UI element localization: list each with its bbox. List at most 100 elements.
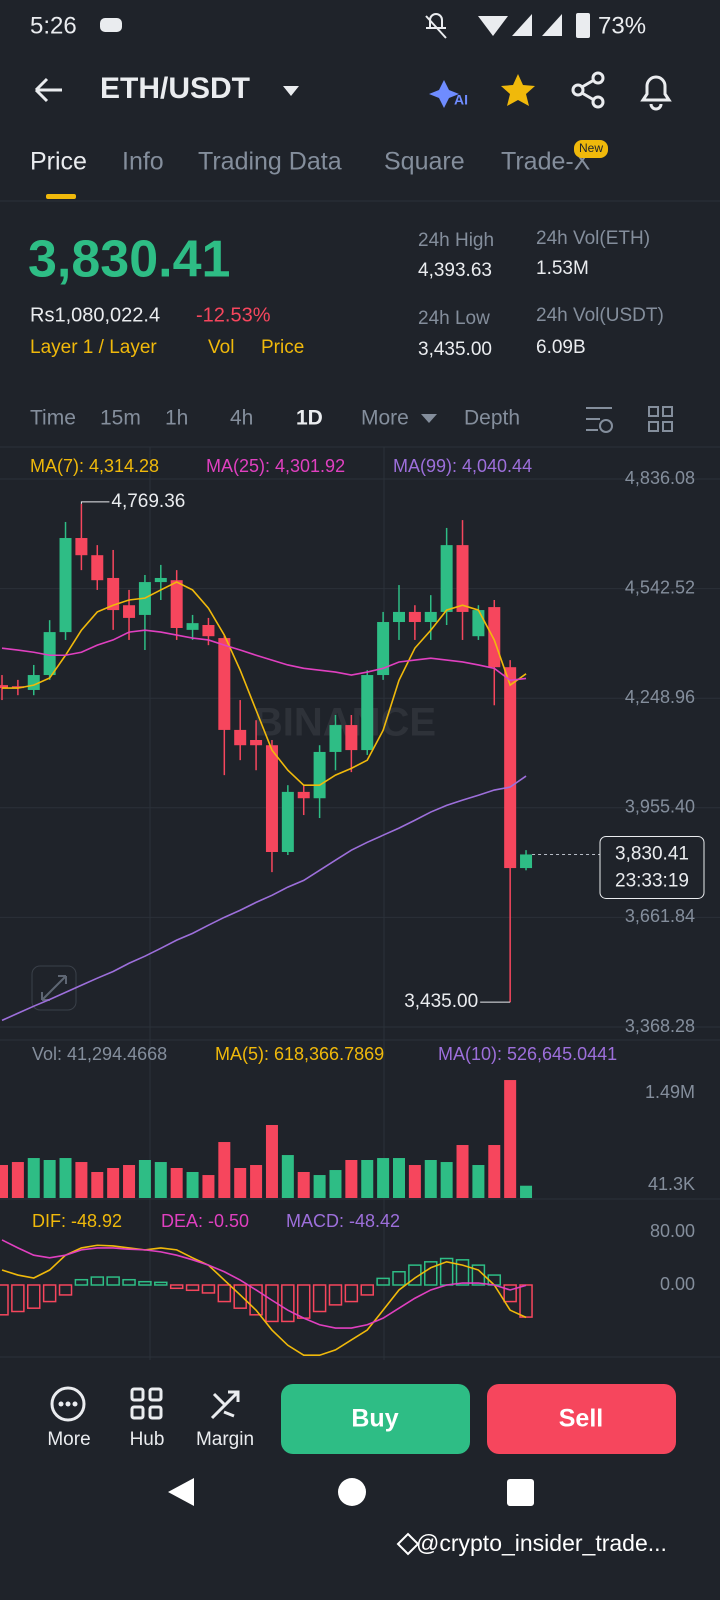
pair-title[interactable]: ETH/USDT [100, 72, 250, 105]
legend-entry: MACD: -48.42 [286, 1211, 400, 1231]
volume-bar [43, 1159, 56, 1198]
buy-label[interactable]: Buy [351, 1405, 398, 1433]
more-dropdown[interactable] [421, 414, 437, 423]
action-label[interactable]: Hub [130, 1429, 165, 1450]
macd-bar [217, 1284, 232, 1303]
tag[interactable]: Vol [208, 337, 234, 358]
macd-bar [424, 1261, 438, 1286]
hub-icon[interactable] [130, 1387, 163, 1420]
candle-body [250, 740, 263, 746]
expand-icon [41, 975, 67, 1001]
nav-recents[interactable] [507, 1479, 534, 1506]
y-tick-label: 3,368.28 [625, 1016, 695, 1036]
ai-icon[interactable] [429, 80, 459, 108]
macd-bar [27, 1284, 41, 1309]
macd-bar [154, 1281, 168, 1286]
volume-bar [250, 1165, 263, 1198]
candle-body [218, 638, 231, 730]
volume-bar [0, 1165, 8, 1198]
interval[interactable]: Time [30, 407, 76, 430]
new-badge-text: New [579, 141, 603, 155]
interval-active[interactable]: 1D [296, 407, 323, 430]
more-icon[interactable] [50, 1386, 86, 1422]
y-tick-label: 3,661.84 [625, 906, 695, 926]
volume-bar [27, 1158, 40, 1198]
sell-button[interactable] [487, 1384, 676, 1454]
nav-home[interactable] [338, 1478, 366, 1506]
interval[interactable]: More [361, 407, 409, 430]
ma-line [1, 629, 527, 682]
stat-value: 6.09B [536, 337, 586, 358]
candle-body [43, 632, 56, 676]
candle-body [329, 725, 342, 752]
interval[interactable]: 15m [100, 407, 141, 430]
candle-body [377, 622, 390, 676]
legend-entry: MA(99): 4,040.44 [393, 456, 532, 476]
tab[interactable]: Info [122, 148, 164, 176]
candle-body [361, 675, 374, 751]
y-tick-label: 80.00 [650, 1221, 695, 1241]
candle-body [472, 610, 485, 637]
volume-bar [313, 1175, 326, 1198]
macd-bar [138, 1280, 152, 1286]
candle-body [0, 685, 8, 689]
interval[interactable]: Depth [464, 407, 520, 430]
y-tick-label: 4,542.52 [625, 577, 695, 597]
y-tick-label: 4,248.96 [625, 687, 695, 707]
volume-bar [265, 1125, 278, 1198]
tag[interactable]: Layer 1 / Layer [30, 337, 157, 358]
tag[interactable]: Price [261, 337, 304, 358]
interval[interactable]: 4h [230, 407, 253, 430]
y-tick-label: 0.00 [660, 1274, 695, 1294]
interval[interactable]: 1h [165, 407, 188, 430]
volume-bar [393, 1158, 405, 1198]
game-icon [100, 18, 122, 32]
tab[interactable]: Square [384, 148, 465, 176]
candle-body [154, 577, 167, 583]
macd-bar [185, 1284, 200, 1292]
candle-body [91, 555, 104, 581]
layout-button[interactable] [648, 406, 673, 432]
share-button[interactable] [571, 71, 605, 109]
volume-bar [361, 1159, 374, 1198]
volume-bar [186, 1172, 199, 1198]
signal-icon [512, 14, 562, 36]
y-tick-label: 1.49M [645, 1082, 695, 1102]
macd-bar [58, 1284, 73, 1296]
macd-bar [201, 1284, 216, 1294]
legend-entry: MA(10): 526,645.0441 [438, 1044, 617, 1064]
volume-bar [297, 1172, 310, 1198]
margin-icon[interactable] [210, 1390, 240, 1420]
buy-button[interactable] [281, 1384, 470, 1454]
stat-label: 24h Low [418, 308, 490, 329]
candle-body [297, 791, 310, 799]
tab[interactable]: Trading Data [198, 148, 342, 176]
action-label[interactable]: Margin [196, 1429, 254, 1450]
pair-dropdown[interactable] [283, 86, 299, 96]
macd-bar [249, 1284, 263, 1316]
back-button[interactable] [34, 77, 62, 103]
legend-entry: DIF: -48.92 [32, 1211, 122, 1231]
tab[interactable]: Price [30, 148, 87, 176]
candle-body [281, 791, 294, 853]
sell-label[interactable]: Sell [559, 1405, 603, 1433]
volume-bar [488, 1145, 501, 1198]
volume-bar [11, 1162, 24, 1198]
macd-bar [328, 1284, 343, 1306]
legend-entry: DEA: -0.50 [161, 1211, 249, 1231]
volume-bar [440, 1162, 453, 1198]
volume-bar [377, 1158, 390, 1198]
volume-bar [424, 1159, 437, 1198]
volume-bar [170, 1167, 183, 1198]
candle-body [186, 623, 199, 630]
alert-button[interactable] [640, 75, 672, 111]
legend-entry: MA(25): 4,301.92 [206, 456, 345, 476]
macd-bar [360, 1284, 374, 1296]
nav-back[interactable] [168, 1478, 194, 1506]
price-change: -12.53% [196, 304, 271, 326]
favorite-star[interactable] [501, 74, 535, 106]
action-label[interactable]: More [47, 1429, 90, 1450]
stat-value: 4,393.63 [418, 260, 492, 281]
low-label: 3,435.00 [404, 991, 478, 1012]
indicator-settings[interactable] [586, 407, 613, 433]
